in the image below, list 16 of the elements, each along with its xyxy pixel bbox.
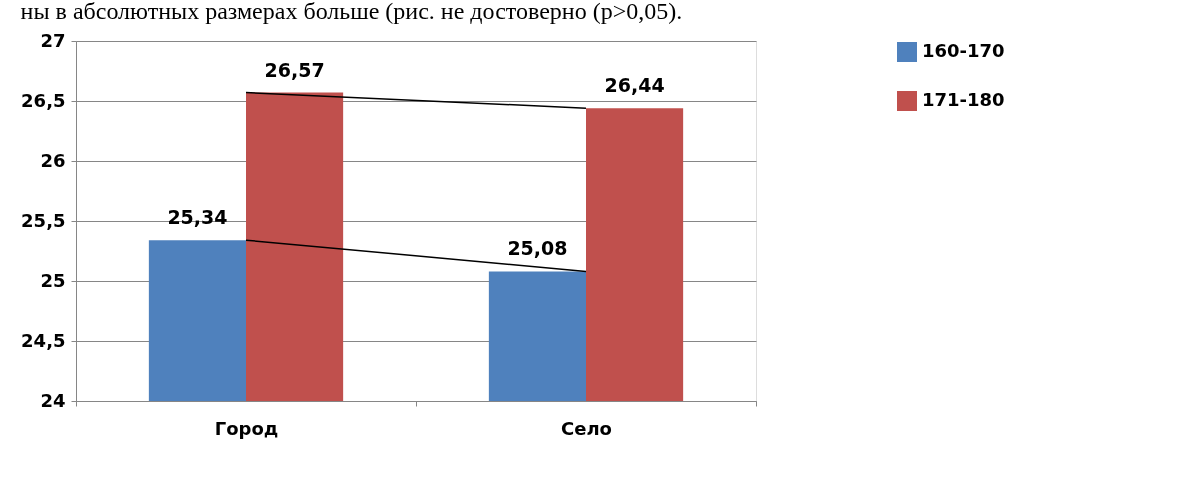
legend-label: 160-170 — [922, 40, 1005, 61]
data-label: 25,08 — [507, 237, 568, 260]
text: ны в абсолютных размерах больше (рис. не достоверно (р>0,05). — [20, 0, 683, 24]
legend-label: 171-180 — [922, 89, 1005, 110]
y-tick-label: 25 — [40, 269, 66, 291]
y-tick-label: 24,5 — [21, 329, 66, 351]
y-tick-label: 27 — [40, 29, 66, 51]
y-tick-label: 24 — [40, 389, 66, 411]
x-tick-label: Село — [561, 417, 612, 439]
y-tick-label: 25,5 — [21, 209, 66, 231]
data-label: 26,57 — [264, 58, 325, 81]
y-tick-label: 26 — [40, 149, 66, 171]
data-label: 26,44 — [604, 74, 665, 97]
x-tick-label: Город — [214, 417, 279, 439]
data-label: 25,34 — [167, 206, 228, 229]
y-tick-label: 26,5 — [21, 89, 66, 111]
